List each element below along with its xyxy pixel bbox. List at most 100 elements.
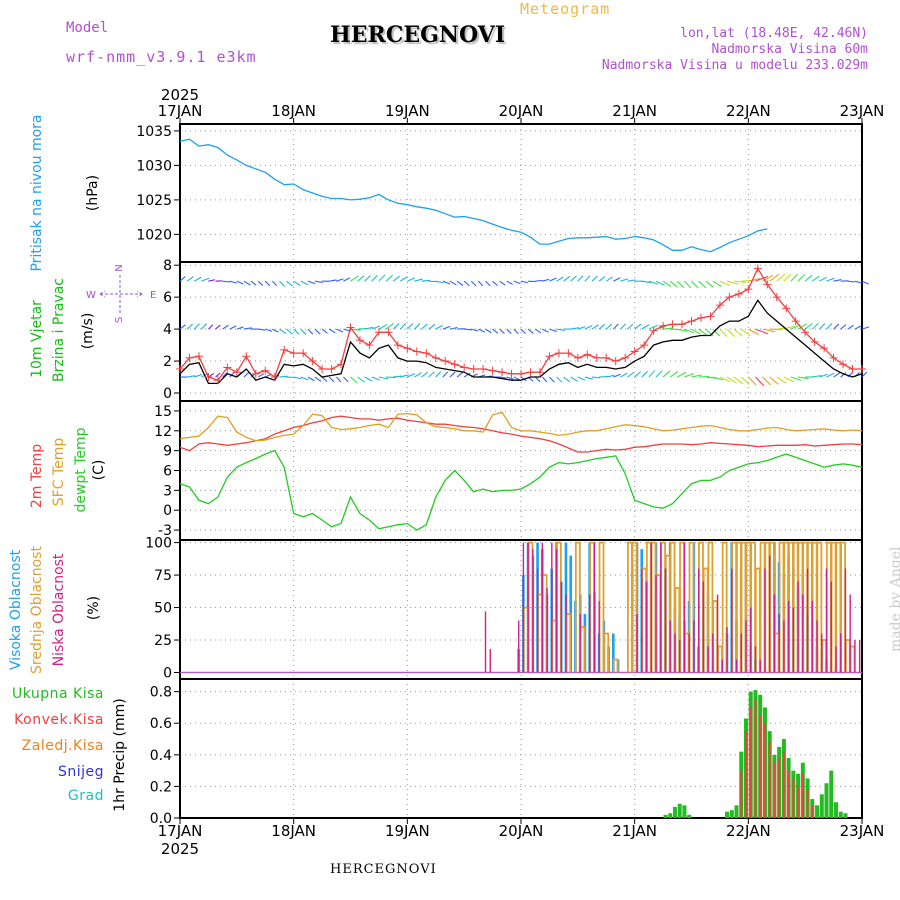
wind-barb	[464, 328, 472, 331]
wind-barb	[535, 279, 543, 282]
wind-ytick-label: 6	[163, 290, 172, 306]
wind-barb	[748, 277, 761, 282]
precip-conv-bar	[754, 699, 757, 818]
wind-barb	[300, 280, 309, 286]
wind-gust-line	[179, 267, 862, 381]
cloud-bar-mid	[807, 541, 813, 673]
wind-barb	[236, 280, 244, 285]
wind-barb	[556, 376, 563, 383]
temperature-ytick-label: 9	[163, 444, 172, 460]
wind-barb	[378, 274, 386, 282]
cloud-bar-mid	[579, 626, 586, 673]
wind-barb	[449, 280, 457, 286]
cloud-bar-mid	[844, 639, 851, 673]
cloud-bar-mid	[603, 632, 610, 673]
precip-total-bar	[815, 805, 820, 818]
cloud-bar-mid	[731, 541, 738, 673]
wind-barb	[314, 328, 321, 335]
wind-barb	[570, 327, 580, 330]
wind-barb	[520, 280, 528, 284]
wind-barb	[726, 328, 736, 338]
wind-barb	[215, 372, 221, 378]
temperature-ytick-label: 15	[154, 404, 172, 420]
wind-barb	[449, 371, 456, 378]
wind-barb	[222, 371, 228, 378]
time-label-bottom: 22JAN	[726, 822, 771, 840]
wind-barb	[748, 328, 759, 336]
wind-barb	[243, 327, 252, 330]
cloud-bar-mid	[835, 541, 842, 673]
wind-barb	[329, 279, 337, 282]
wind-barb	[861, 280, 869, 285]
wind-barb	[840, 372, 847, 378]
wind-gust-marker	[573, 353, 582, 362]
model-elevation-label: Nadmorska Visina u modelu 233.029m	[601, 58, 868, 73]
wind-gust-marker	[678, 320, 687, 329]
precip-ytick-label: 0.8	[150, 685, 172, 701]
clouds-ytick-label: 50	[154, 601, 172, 617]
wind-gust-marker	[734, 289, 743, 298]
cloud-bar-mid	[674, 587, 681, 673]
precip-conv-bar	[792, 778, 795, 818]
precip-legend-item: Snijeg	[58, 764, 104, 780]
wind-barb	[591, 376, 601, 379]
temp-unit: (C)	[91, 460, 107, 481]
precip-legend-item: Zaledj.Kisa	[22, 738, 104, 754]
wind-gust-marker	[659, 321, 668, 330]
wind-gust-marker	[412, 347, 421, 356]
wind-barb	[826, 323, 833, 330]
wind-barb	[435, 324, 443, 330]
wind-barb	[350, 376, 358, 384]
wind-barb	[570, 275, 577, 282]
wind-barb	[406, 323, 414, 330]
wind-barb	[371, 325, 381, 330]
precip-total-bar	[824, 783, 829, 818]
cloud-bar-mid	[769, 541, 775, 673]
cloud-bar-mid	[745, 541, 752, 673]
wind-barb	[776, 376, 787, 384]
wind-gust-marker	[374, 328, 383, 337]
wind-barb	[385, 323, 394, 330]
cloud-bar-mid	[683, 632, 690, 673]
wind-barb	[627, 372, 634, 378]
time-label-top: 17JAN	[158, 102, 203, 120]
wind-barb	[620, 372, 628, 378]
wind-gust-marker	[251, 369, 260, 378]
wind-barb	[698, 280, 707, 289]
wind-gust-marker	[299, 349, 308, 358]
wind-gust-marker	[242, 352, 251, 361]
model-label: Model	[66, 20, 109, 36]
wind-gust-marker	[858, 365, 866, 374]
wind-barb	[200, 323, 208, 330]
precip-total-bar	[843, 813, 848, 818]
compass-e: E	[150, 290, 156, 301]
wind-gust-marker	[431, 353, 440, 362]
cloud-unit: (%)	[86, 596, 102, 620]
wind-barb	[627, 323, 634, 330]
precip-total-bar	[819, 794, 824, 818]
wind-speed-line	[179, 299, 863, 385]
time-label-bottom: 18JAN	[271, 822, 316, 840]
wind-barb	[499, 280, 506, 286]
wind-barb	[499, 376, 507, 379]
precip-total-bar	[677, 803, 682, 818]
precip-ytick-label: 0.4	[150, 748, 172, 764]
wind-barb	[293, 376, 302, 380]
cloud-bar-mid	[669, 541, 676, 673]
precip-total-bar	[672, 806, 677, 818]
wind-barb	[471, 328, 479, 332]
precip-conv-bar	[801, 773, 804, 818]
wind-gust-marker	[384, 328, 393, 337]
wind-barb	[428, 323, 436, 330]
time-label-top: 19JAN	[385, 102, 430, 120]
temp-ylabel-main: 2m Temp	[29, 444, 45, 508]
wind-barb	[783, 273, 792, 282]
cloud-bar-mid	[660, 541, 666, 673]
precip-legend-item: Konvek.Kisa	[14, 712, 104, 728]
wind-barb	[591, 275, 598, 282]
coords-label: lon,lat (18.48E, 42.46N)	[680, 26, 868, 41]
time-label-bottom: 20JAN	[499, 822, 544, 840]
wind-barb	[655, 370, 663, 378]
wind-barb	[193, 276, 202, 282]
wind-barb	[392, 275, 400, 282]
